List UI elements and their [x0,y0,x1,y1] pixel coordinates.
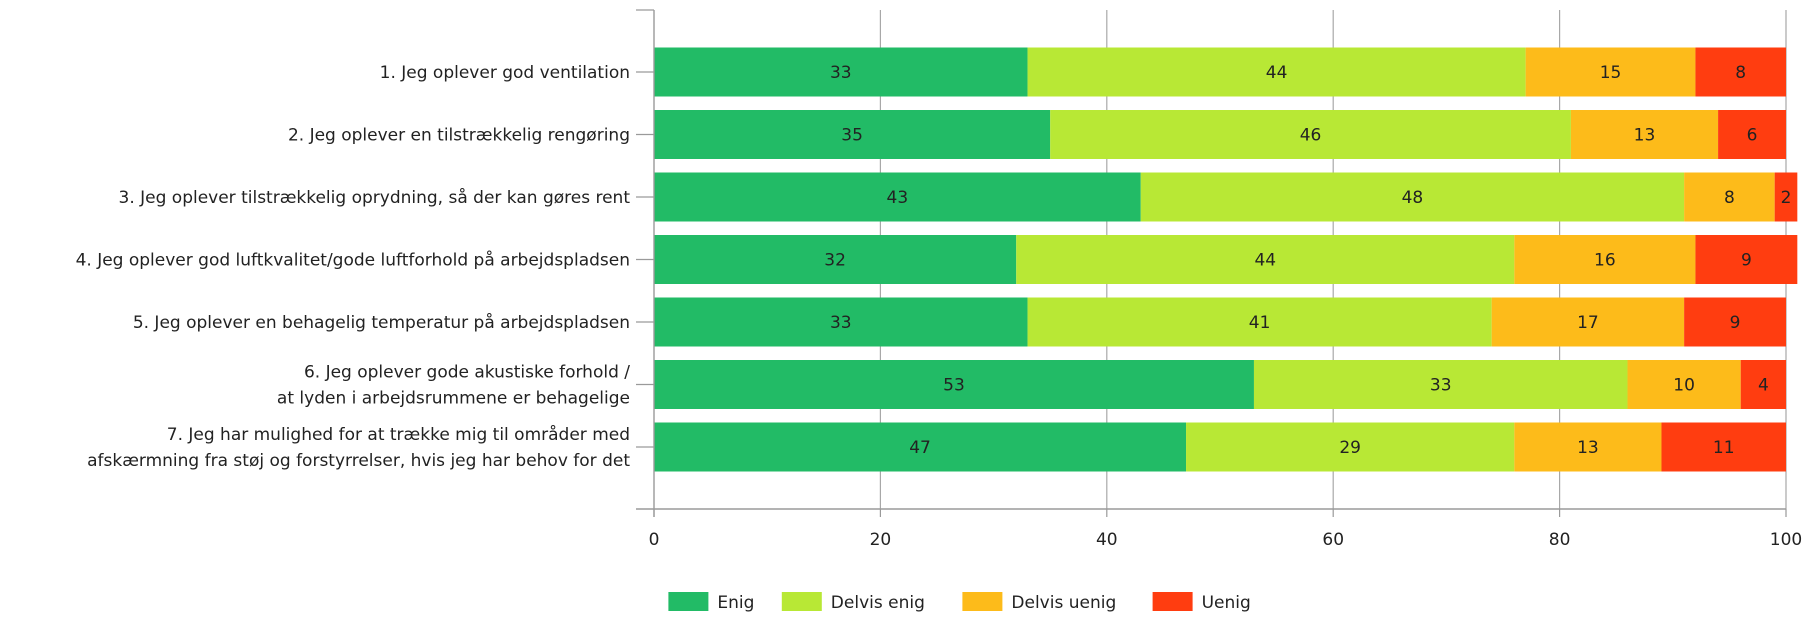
data-label: 13 [1634,126,1656,146]
category-label: 6. Jeg oplever gode akustiske forhold / a… [277,363,630,409]
x-tick-label: 60 [1322,530,1344,550]
data-label: 9 [1741,251,1752,271]
legend-item-uenig: Uenig [1152,592,1251,613]
category-label: 7. Jeg har mulighed for at trække mig ti… [87,424,630,471]
data-label: 4 [1758,376,1769,396]
category-label: 4. Jeg oplever god luftkvalitet/gode luf… [76,250,630,271]
bar-segment-uenig [1684,297,1786,347]
bar-segment-delvis-enig [1186,422,1515,472]
category-label: 1. Jeg oplever god ventilation [380,63,630,83]
bar-segment-uenig [1774,172,1798,222]
x-tick-label: 100 [1770,530,1802,550]
legend-label: Delvis enig [831,593,925,613]
x-tick-label: 0 [649,530,660,550]
legend-label: Enig [717,593,754,613]
data-label: 16 [1594,251,1616,271]
bar-segment-enig [654,47,1028,97]
bar-segment-uenig [1695,47,1786,97]
bar-segment-delvis-uenig [1525,47,1696,97]
data-label: 41 [1249,313,1271,333]
legend-item-delvis-uenig: Delvis uenig [962,592,1116,613]
data-label: 13 [1577,438,1599,458]
category-label: 3. Jeg oplever tilstrækkelig oprydning, … [119,187,631,208]
data-label: 8 [1724,188,1735,208]
bar-segment-uenig [1718,110,1786,159]
legend-swatch [668,592,709,611]
data-label: 10 [1673,376,1695,396]
bars: 33 44 15 8 35 46 13 6 43 48 8 2 32 44 16 9 33 41 17 9 53 33 10… [654,47,1798,472]
bar-segment-delvis-uenig [1627,360,1741,409]
bar-segment-enig [654,422,1187,472]
bar-segment-enig [654,235,1017,284]
data-label: 53 [943,376,965,396]
data-label: 2 [1781,188,1792,208]
bar-segment-delvis-enig [1027,297,1492,347]
data-label: 11 [1713,438,1735,458]
data-label: 33 [830,313,852,333]
data-label: 9 [1730,313,1741,333]
data-label: 6 [1747,126,1758,146]
bar-segment-delvis-uenig [1684,172,1775,222]
category-label: 5. Jeg oplever en behagelig temperatur p… [133,312,630,333]
category-labels: 1. Jeg oplever god ventilation 2. Jeg opl… [76,63,631,471]
bar-segment-delvis-enig [1027,47,1526,97]
bar-segment-uenig [1740,360,1786,409]
data-label: 32 [824,251,846,271]
bar-segment-delvis-enig [1016,235,1515,284]
legend-swatch [962,592,1003,611]
bar-segment-delvis-uenig [1491,297,1685,347]
axes: 0 20 40 60 80 100 [636,9,1802,550]
data-label: 44 [1266,63,1288,83]
data-label: 17 [1577,313,1599,333]
bar-segment-enig [654,360,1254,409]
data-label: 8 [1735,63,1746,83]
x-tick-label: 80 [1549,530,1571,550]
category-label: 2. Jeg oplever en tilstrækkelig rengørin… [288,126,630,146]
legend-swatch [1152,592,1193,611]
legend-label: Delvis uenig [1011,593,1116,613]
bar-segment-delvis-enig [1253,360,1628,409]
bar-segment-delvis-enig [1050,110,1571,159]
bar-segment-delvis-enig [1140,172,1685,222]
data-label: 47 [909,438,931,458]
x-tick-label: 20 [870,530,892,550]
bar-segment-uenig [1661,422,1786,472]
bar-segment-delvis-uenig [1570,110,1719,159]
data-label: 33 [1430,376,1452,396]
legend-item-delvis-enig: Delvis enig [781,592,925,613]
data-label: 44 [1254,251,1276,271]
bar-segment-delvis-uenig [1514,422,1662,472]
data-label: 33 [830,63,852,83]
legend-label: Uenig [1202,593,1251,613]
data-label: 29 [1339,438,1361,458]
legend-swatch [781,592,822,611]
legend-item-enig: Enig [668,592,754,613]
data-label: 35 [841,126,863,146]
bar-segment-enig [654,297,1028,347]
legend: Enig Delvis enig Delvis uenig Uenig [668,592,1251,613]
bar-segment-enig [654,172,1141,222]
bar-segment-uenig [1695,235,1798,284]
bar-segment-enig [654,110,1051,159]
bar-segment-delvis-uenig [1514,235,1696,284]
data-label: 15 [1600,63,1622,83]
x-tick-label: 40 [1096,530,1118,550]
data-label: 43 [887,188,909,208]
data-label: 46 [1300,126,1322,146]
data-label: 48 [1402,188,1424,208]
